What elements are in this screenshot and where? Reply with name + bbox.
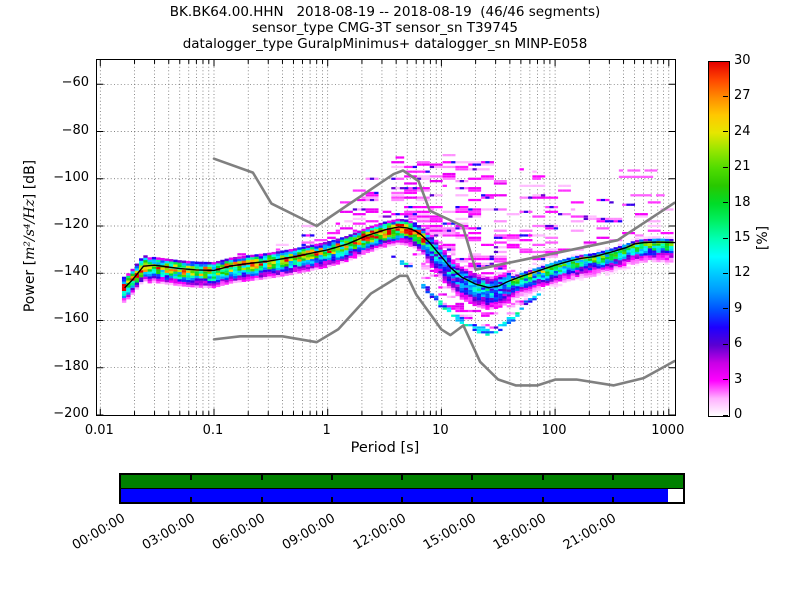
x-tick-label: 100: [541, 423, 567, 438]
x-tick-label: 0.01: [84, 423, 114, 438]
y-axis-label: Power [m²/s⁴/Hz] [dB]: [22, 159, 38, 313]
colorbar-tick-label: 15: [734, 230, 751, 245]
time-axis-label: 03:00:00: [139, 511, 198, 554]
time-axis-label: 06:00:00: [209, 511, 268, 554]
colorbar-tick-label: 6: [734, 336, 743, 352]
colorbar-tick-mark: [723, 379, 728, 381]
time-axis-label: 15:00:00: [420, 511, 479, 554]
timeline-tick-mark: [471, 497, 474, 502]
colorbar-tick-label: 24: [734, 123, 751, 139]
timeline-tick-mark: [190, 475, 193, 480]
figure-title-line-1: BK.BK64.00.HHN 2018-08-19 -- 2018-08-19 …: [169, 4, 601, 20]
time-axis-label: 09:00:00: [280, 511, 339, 554]
timeline-tick-mark: [401, 475, 403, 480]
colorbar-tick-mark: [723, 237, 728, 239]
colorbar-tick-mark: [723, 272, 728, 274]
timeline-tick-mark: [330, 475, 333, 480]
figure-title-line-2: sensor_type CMG-3T sensor_sn T39745: [251, 20, 519, 36]
figure-title-line-3: datalogger_type GuralpMinimus+ datalogge…: [182, 36, 588, 52]
timeline-tick-mark: [611, 497, 614, 502]
colorbar-tick-mark: [723, 60, 728, 62]
timeline-tick-mark: [541, 497, 544, 502]
colorbar-tick-mark: [723, 131, 728, 133]
plot-area: [96, 59, 676, 416]
colorbar: [708, 61, 730, 417]
timeline-tick-mark: [611, 475, 614, 480]
colorbar-tick-label: 18: [734, 194, 751, 210]
time-axis-label: 21:00:00: [561, 511, 620, 554]
y-tick-label: −200: [53, 405, 89, 421]
time-coverage-bar: [119, 473, 685, 504]
colorbar-tick-mark: [723, 308, 728, 310]
y-tick-label: −100: [53, 169, 89, 185]
time-axis-label: 12:00:00: [350, 511, 409, 554]
x-tick-label: 1000: [651, 423, 685, 438]
y-axis-label-math: m²/s⁴/Hz: [22, 199, 38, 260]
coverage-gap: [668, 489, 683, 502]
x-axis-label: Period [s]: [350, 440, 420, 456]
timeline-tick-mark: [401, 497, 403, 502]
time-axis-label: 00:00:00: [69, 511, 128, 554]
colorbar-tick-mark: [723, 414, 728, 416]
timeline-tick-mark: [471, 475, 474, 480]
timeline-tick-mark: [190, 497, 193, 502]
colorbar-tick-mark: [723, 202, 728, 204]
colorbar-tick-label: 21: [734, 159, 751, 175]
colorbar-gradient: [709, 62, 729, 416]
y-tick-label: −140: [53, 264, 89, 280]
colorbar-tick-label: 30: [734, 53, 751, 68]
colorbar-tick-mark: [723, 166, 728, 168]
timeline-tick-mark: [330, 497, 333, 502]
y-tick-label: −160: [53, 311, 89, 327]
time-axis-label: 18:00:00: [490, 511, 549, 554]
y-tick-label: −60: [61, 75, 89, 91]
y-tick-label: −180: [53, 358, 89, 374]
y-tick-label: −80: [61, 122, 89, 138]
x-tick-label: 0.1: [202, 423, 224, 438]
colorbar-tick-label: 12: [734, 265, 751, 281]
x-tick-label: 1: [322, 423, 331, 438]
ppsd-plot-canvas: [97, 60, 675, 415]
colorbar-tick-label: 9: [734, 300, 743, 316]
colorbar-tick-mark: [723, 343, 728, 345]
colorbar-tick-mark: [723, 95, 728, 97]
colorbar-label: [%]: [755, 225, 771, 251]
colorbar-tick-label: 0: [734, 407, 743, 422]
timeline-tick-mark: [260, 475, 263, 480]
colorbar-tick-label: 27: [734, 88, 751, 104]
y-tick-label: −120: [53, 217, 89, 232]
timeline-tick-mark: [541, 475, 544, 480]
x-tick-label: 10: [432, 423, 449, 438]
timeline-tick-mark: [260, 497, 263, 502]
colorbar-tick-label: 3: [734, 371, 743, 387]
coverage-row-segments: [121, 489, 669, 502]
